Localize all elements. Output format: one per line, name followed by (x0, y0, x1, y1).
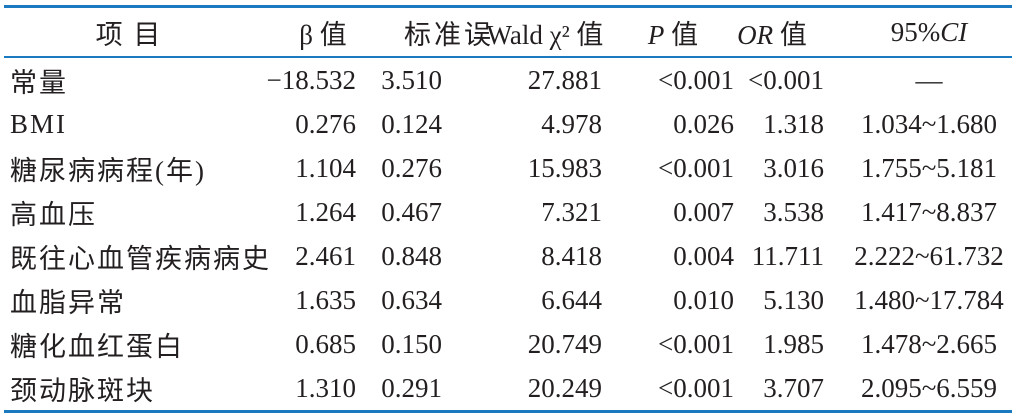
cell-beta: 1.635 (295, 284, 356, 315)
cell-item: 糖化血红蛋白 (10, 331, 184, 362)
col-header-beta: β 值 (254, 6, 364, 58)
cell-wald: 27.881 (527, 64, 602, 95)
cell-beta: 1.264 (295, 196, 356, 227)
table-body: 常量 −18.532 3.510 27.881 <0.001 <0.001 — … (4, 57, 1012, 412)
col-header-wald-chi2: Wald χ² 值 (448, 6, 624, 58)
cell-item: 高血压 (10, 199, 97, 230)
cell-or: 3.016 (763, 152, 824, 183)
cell-p: 0.010 (673, 284, 734, 315)
table-row-diabetes-duration: 糖尿病病程(年) 1.104 0.276 15.983 <0.001 3.016… (4, 146, 1012, 190)
cell-item: 既往心血管疾病病史 (10, 243, 271, 274)
cell-ci: — (915, 64, 943, 95)
table-row-bmi: BMI 0.276 0.124 4.978 0.026 1.318 1.034~… (4, 102, 1012, 146)
logistic-regression-table: 项 目 β 值 标准误 Wald χ² 值 P 值 OR 值 95%CI 常量 … (4, 5, 1012, 413)
cell-p: <0.001 (658, 152, 734, 183)
cell-item: BMI (10, 108, 68, 139)
cell-ci: 1.480~17.784 (854, 284, 1004, 315)
col-header-p: P 值 (624, 6, 734, 58)
cell-item: 血脂异常 (10, 287, 126, 318)
cell-wald: 7.321 (541, 196, 602, 227)
table-row-hypertension: 高血压 1.264 0.467 7.321 0.007 3.538 1.417~… (4, 190, 1012, 234)
cell-p: 0.007 (673, 196, 734, 227)
table-row-carotid-plaque: 颈动脉斑块 1.310 0.291 20.249 <0.001 3.707 2.… (4, 366, 1012, 412)
cell-or: <0.001 (748, 64, 824, 95)
cell-p: 0.026 (673, 108, 734, 139)
cell-or: 3.707 (763, 372, 824, 403)
cell-wald: 20.249 (527, 372, 602, 403)
p-symbol: P (647, 19, 665, 50)
cell-p: 0.004 (673, 240, 734, 271)
cell-se: 3.510 (381, 64, 442, 95)
table-row-dyslipidemia: 血脂异常 1.635 0.634 6.644 0.010 5.130 1.480… (4, 278, 1012, 322)
cell-se: 0.848 (381, 240, 442, 271)
cell-se: 0.291 (381, 372, 442, 403)
cell-se: 0.467 (381, 196, 442, 227)
cell-ci: 2.222~61.732 (854, 240, 1004, 271)
cell-or: 1.318 (763, 108, 824, 139)
cell-se: 0.150 (381, 328, 442, 359)
cell-beta: 0.685 (295, 328, 356, 359)
cell-ci: 1.755~5.181 (860, 152, 998, 183)
table-row-constant: 常量 −18.532 3.510 27.881 <0.001 <0.001 — (4, 57, 1012, 102)
cell-wald: 15.983 (527, 152, 602, 183)
cell-or: 1.985 (763, 328, 824, 359)
cell-wald: 4.978 (541, 108, 602, 139)
cell-se: 0.276 (381, 152, 442, 183)
cell-or: 5.130 (763, 284, 824, 315)
cell-se: 0.124 (381, 108, 442, 139)
cell-ci: 1.417~8.837 (860, 196, 998, 227)
cell-item: 颈动脉斑块 (10, 375, 155, 406)
cell-se: 0.634 (381, 284, 442, 315)
cell-beta: 0.276 (295, 108, 356, 139)
cell-p: <0.001 (658, 328, 734, 359)
table-header: 项 目 β 值 标准误 Wald χ² 值 P 值 OR 值 95%CI (4, 6, 1012, 58)
col-header-95ci: 95%CI (826, 6, 1012, 58)
cell-wald: 8.418 (541, 240, 602, 271)
or-label-suffix: 值 (773, 19, 807, 50)
cell-beta: 1.310 (295, 372, 356, 403)
table-row-hba1c: 糖化血红蛋白 0.685 0.150 20.749 <0.001 1.985 1… (4, 322, 1012, 366)
cell-or: 3.538 (763, 196, 824, 227)
col-header-or: OR 值 (734, 6, 826, 58)
cell-ci: 1.478~2.665 (860, 328, 998, 359)
cell-item: 常量 (10, 67, 68, 98)
table-row-cvd-history: 既往心血管疾病病史 2.461 0.848 8.418 0.004 11.711… (4, 234, 1012, 278)
ci-symbol: CI (940, 16, 968, 47)
cell-p: <0.001 (658, 372, 734, 403)
or-symbol: OR (737, 19, 774, 50)
cell-ci: 1.034~1.680 (860, 108, 998, 139)
cell-wald: 20.749 (527, 328, 602, 359)
cell-beta: 1.104 (295, 152, 356, 183)
cell-beta: −18.532 (266, 64, 356, 95)
cell-wald: 6.644 (541, 284, 602, 315)
cell-beta: 2.461 (295, 240, 356, 271)
col-header-se: 标准误 (364, 6, 491, 58)
ci-prefix: 95% (890, 16, 941, 47)
cell-ci: 2.095~6.559 (860, 372, 998, 403)
cell-p: <0.001 (658, 64, 734, 95)
cell-item: 糖尿病病程(年) (10, 155, 206, 186)
col-header-item: 项 目 (4, 6, 254, 58)
table-header-row: 项 目 β 值 标准误 Wald χ² 值 P 值 OR 值 95%CI (4, 6, 1012, 58)
cell-or: 11.711 (751, 240, 824, 271)
p-label-suffix: 值 (664, 19, 699, 50)
